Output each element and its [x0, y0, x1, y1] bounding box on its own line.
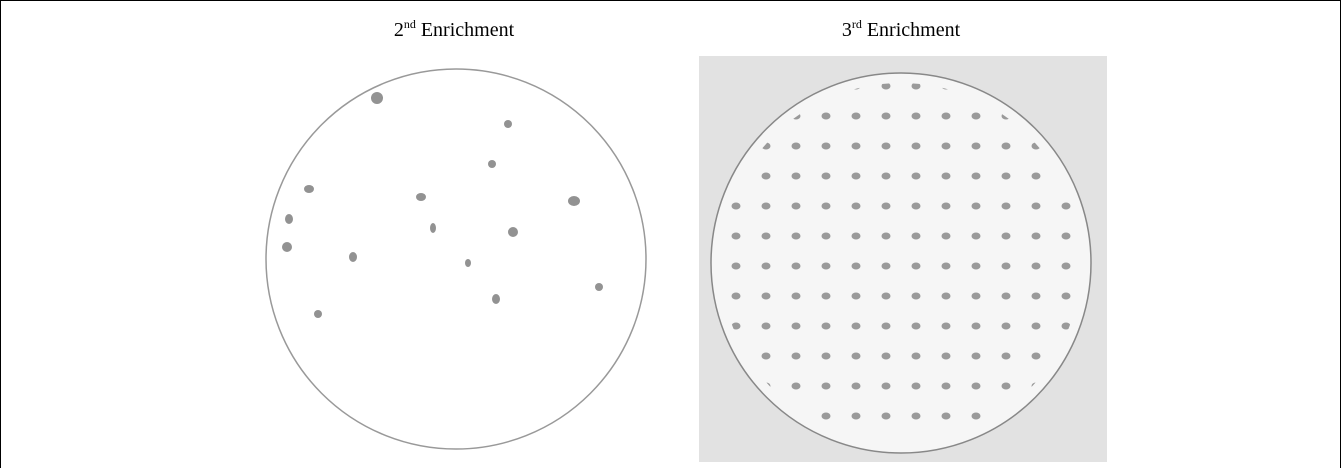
plate-3rd	[699, 56, 1107, 462]
plate-2nd	[266, 69, 646, 449]
figure-frame: 2nd Enrichment 3rd Enrichment	[0, 0, 1341, 468]
plates	[1, 1, 1342, 468]
